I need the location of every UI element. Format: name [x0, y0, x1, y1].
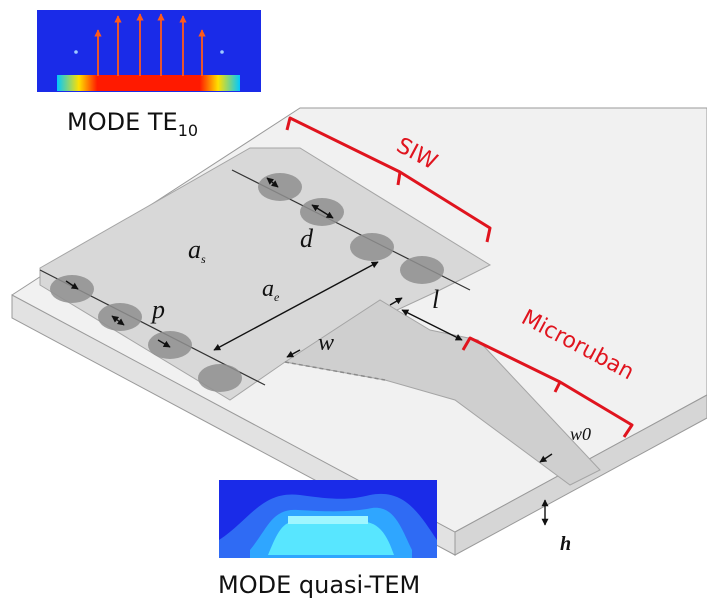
microstrip-bracket	[461, 336, 634, 438]
label-w: w	[318, 330, 334, 356]
quasi-tem-field-inset	[219, 480, 437, 558]
quasi-tem-strip	[288, 516, 368, 524]
label-d: d	[300, 224, 314, 253]
via-hole	[98, 303, 142, 331]
ae-arrow	[213, 261, 379, 351]
te10-field-intensity-bar	[57, 75, 240, 91]
quasi-tem-inner-field	[268, 521, 394, 555]
w-arrow-left	[286, 349, 301, 358]
via-hole	[148, 331, 192, 359]
via-hole	[350, 233, 394, 261]
te10-mode-label: MODE TE10	[67, 108, 198, 140]
brackets	[285, 116, 634, 438]
w-arrow-right	[389, 297, 403, 306]
w0-arrow	[539, 453, 553, 463]
te10-field-arrows	[94, 13, 206, 76]
te10-field-inset	[37, 10, 261, 92]
via-diameter-arrow-top	[266, 177, 279, 188]
label-l: l	[432, 285, 439, 314]
dimension-arrows	[65, 177, 553, 526]
via-hole	[258, 173, 302, 201]
via-diameter-arrow-mid	[157, 339, 171, 348]
via-hole	[50, 275, 94, 303]
via-hole	[198, 364, 242, 392]
field-dot	[220, 50, 224, 54]
label-h: h	[560, 533, 571, 555]
via-diameter-arrow-left	[65, 280, 79, 290]
quasi-tem-mode-label: MODE quasi-TEM	[218, 571, 420, 599]
label-ae: ae	[262, 276, 280, 304]
l-arrow	[401, 309, 463, 341]
label-as: as	[188, 235, 206, 266]
label-p: p	[150, 295, 165, 324]
via-hole	[400, 256, 444, 284]
siw-bracket	[285, 116, 492, 243]
field-dot	[74, 50, 78, 54]
p-arrow	[111, 315, 125, 326]
d-arrow	[311, 204, 334, 219]
taper-dashed-edge	[284, 361, 386, 381]
label-w0: w0	[570, 424, 591, 444]
